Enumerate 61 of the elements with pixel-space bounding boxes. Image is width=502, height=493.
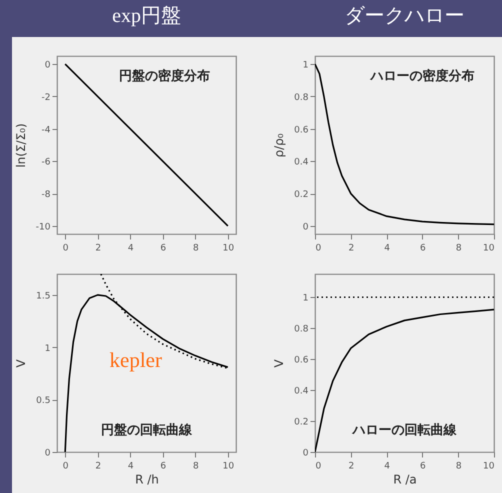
y-axis-title: ρ/ρ₀	[272, 133, 286, 158]
x-tick-label: 0	[316, 244, 322, 254]
y-axis-title: V	[272, 358, 286, 368]
x-tick-label: 8	[192, 244, 199, 254]
x-tick-label: 2	[348, 462, 354, 472]
x-tick-label: 6	[420, 244, 426, 254]
x-tick-label: 10	[483, 462, 495, 472]
x-tick-label: 4	[384, 462, 390, 472]
y-tick-label: 0.8	[294, 324, 309, 335]
x-tick-label: 0	[316, 462, 322, 472]
x-tick-label: 0	[62, 244, 69, 254]
y-tick-label: 0	[302, 448, 309, 458]
annotation: 円盤の回転曲線	[101, 423, 193, 438]
y-tick-label: -8	[42, 190, 51, 200]
y-tick-label: 0	[302, 222, 309, 232]
y-tick-label: 0.2	[294, 418, 308, 428]
annotation: ハローの密度分布	[369, 68, 474, 84]
y-tick-label: -4	[42, 125, 51, 136]
chart-title: exp円盤	[112, 5, 181, 27]
annotation: kepler	[110, 348, 162, 372]
x-tick-label: 10	[222, 244, 234, 254]
x-tick-label: 4	[384, 244, 390, 254]
y-tick-label: 0.4	[294, 386, 309, 397]
y-axis-title: V	[14, 358, 28, 368]
y-tick-label: 1.5	[36, 291, 50, 302]
y-tick-label: 1	[302, 60, 308, 71]
y-tick-label: 0	[44, 60, 51, 71]
line-series	[315, 308, 494, 452]
x-tick-label: 8	[456, 244, 462, 254]
x-tick-label: 2	[348, 244, 354, 254]
y-tick-label: 0.6	[294, 356, 309, 366]
x-tick-label: 6	[160, 244, 166, 254]
annotation: ハローの回転曲線	[352, 423, 458, 438]
x-tick-label: 0	[62, 462, 69, 472]
y-tick-label: 0.5	[36, 396, 50, 406]
y-tick-label: -2	[42, 92, 50, 103]
x-tick-label: 2	[95, 462, 102, 472]
x-tick-label: 8	[456, 462, 462, 472]
y-tick-label: -6	[42, 158, 51, 168]
y-tick-label: 1	[44, 344, 50, 354]
x-axis-title: R /a	[393, 472, 417, 486]
y-tick-label: 0.8	[294, 92, 309, 103]
annotation: 円盤の密度分布	[118, 68, 210, 84]
y-tick-label: 0.2	[294, 190, 308, 200]
x-tick-label: 6	[420, 462, 426, 472]
x-tick-label: 4	[128, 462, 134, 472]
y-axis-title: ln(Σ/Σ₀)	[14, 123, 28, 168]
x-tick-label: 8	[192, 462, 199, 472]
chart-title: ダークハロー	[344, 5, 464, 27]
y-tick-label: -10	[36, 222, 51, 232]
x-axis-title: R /h	[135, 472, 159, 486]
y-tick-label: 0.6	[294, 125, 309, 136]
x-tick-label: 2	[95, 244, 102, 254]
line-series	[315, 63, 494, 226]
x-tick-label: 10	[483, 244, 495, 254]
y-tick-label: 1	[302, 294, 308, 304]
y-tick-label: 0	[44, 448, 51, 458]
y-tick-label: 0.4	[294, 158, 309, 168]
x-tick-label: 4	[128, 244, 134, 254]
x-tick-label: 10	[222, 462, 234, 472]
x-tick-label: 6	[160, 462, 166, 472]
